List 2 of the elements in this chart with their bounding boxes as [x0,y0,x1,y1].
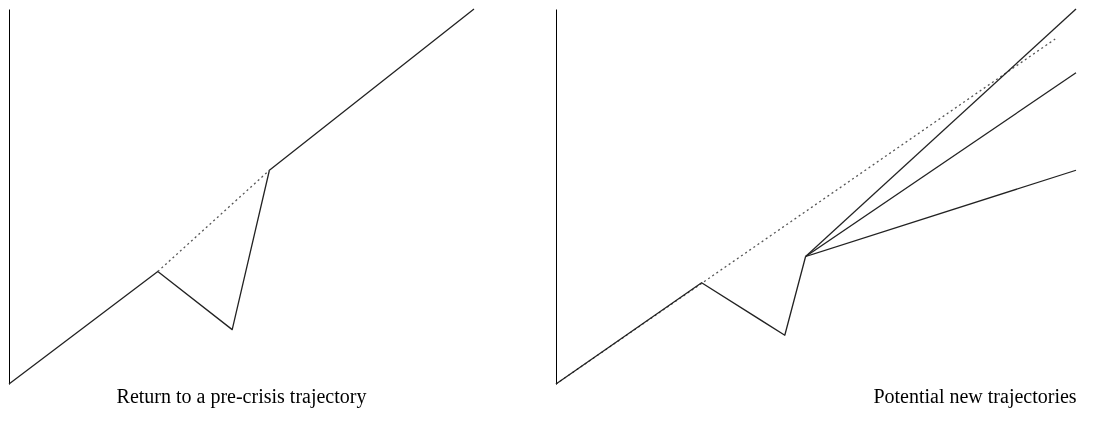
x-axis-title: Potential new trajectories [873,384,1077,408]
x-axis-title: Return to a pre-crisis trajectory [116,384,367,408]
